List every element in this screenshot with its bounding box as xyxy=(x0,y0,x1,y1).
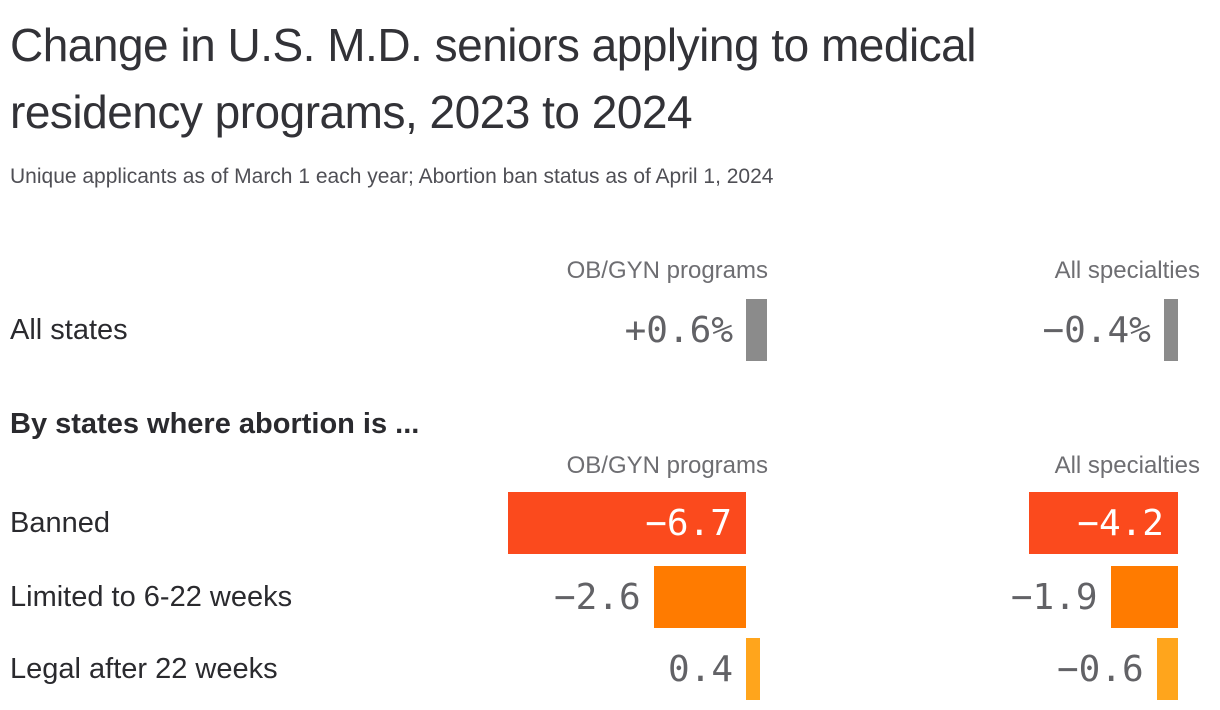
bar-value-legal-after-22-weeks-obgyn: 0.4 xyxy=(667,648,733,690)
bar-value-legal-after-22-weeks-all-specialties: −0.6 xyxy=(1057,648,1144,690)
row-label-legal-after-22-weeks: Legal after 22 weeks xyxy=(10,652,278,685)
bar-value-banned-obgyn: −6.7 xyxy=(645,502,732,544)
bar-all-states-all-specialties xyxy=(1163,299,1178,361)
section-heading: By states where abortion is ... xyxy=(10,408,420,440)
bar-value-all-states-all-specialties: −0.4% xyxy=(1042,309,1151,351)
column-header-all-specialties-bottom: All specialties xyxy=(1054,452,1200,479)
bar-value-all-states-obgyn: +0.6% xyxy=(624,309,733,351)
column-header-all-specialties-top: All specialties xyxy=(1054,257,1200,284)
row-label-banned: Banned xyxy=(10,506,110,539)
bar-all-states-obgyn xyxy=(746,299,768,361)
column-header-obgyn-bottom: OB/GYN programs xyxy=(566,452,768,479)
row-label-limited-to-6-22-weeks: Limited to 6-22 weeks xyxy=(10,580,293,613)
bar-legal-after-22-weeks-obgyn xyxy=(746,638,761,700)
bar-legal-after-22-weeks-all-specialties xyxy=(1156,638,1178,700)
bar-value-limited-to-6-22-weeks-obgyn: −2.6 xyxy=(554,576,641,618)
row-label-all-states: All states xyxy=(10,313,128,346)
bar-limited-to-6-22-weeks-obgyn xyxy=(653,566,746,628)
bar-banned-obgyn: −6.7 xyxy=(508,492,746,554)
page-title: Change in U.S. M.D. seniors applying to … xyxy=(10,19,976,138)
bar-limited-to-6-22-weeks-all-specialties xyxy=(1110,566,1178,628)
bar-value-limited-to-6-22-weeks-all-specialties: −1.9 xyxy=(1010,576,1098,618)
bar-value-banned-all-specialties: −4.2 xyxy=(1077,502,1164,544)
page-subtitle: Unique applicants as of March 1 each yea… xyxy=(10,165,774,188)
column-header-obgyn-top: OB/GYN programs xyxy=(566,257,768,284)
bar-banned-all-specialties: −4.2 xyxy=(1028,492,1178,554)
